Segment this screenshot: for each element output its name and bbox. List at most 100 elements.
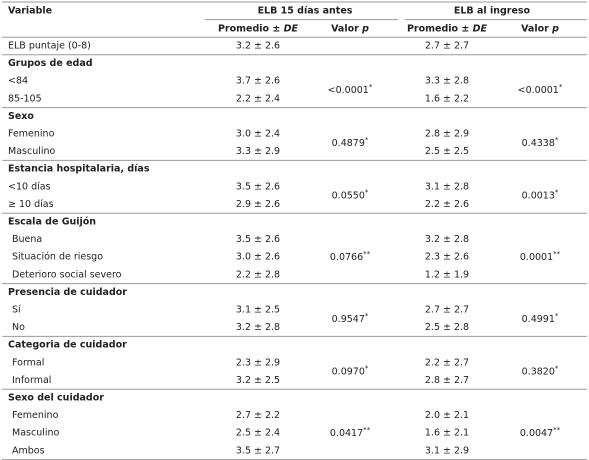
row-label: Femenino — [12, 410, 59, 421]
group-title: Escala de Guijón — [8, 217, 96, 228]
cell: 3.1 ± 2.5 — [236, 305, 280, 316]
group-title: Estancia hospitalaria, días — [8, 164, 150, 175]
p-value-mark: * — [365, 136, 369, 144]
p-value-number: 0.0047 — [520, 428, 553, 439]
column-header-italic: DE — [284, 23, 299, 34]
cell: 2.5 ± 2.4 — [236, 428, 280, 439]
column-header: Valor p — [331, 23, 369, 34]
header-variable: Variable — [8, 5, 52, 16]
p-value-mark: ** — [553, 426, 561, 434]
p-value: 0.4338* — [522, 136, 559, 149]
row-label: <10 días — [8, 181, 51, 192]
column-header-italic: DE — [473, 23, 488, 34]
row-label: Deterioro social severo — [12, 269, 122, 280]
p-value-number: 0.4338 — [522, 137, 555, 148]
p-value: <0.0001* — [518, 83, 563, 96]
cell: 3.2 ± 2.6 — [236, 41, 280, 52]
group-title: Sexo del cuidador — [8, 393, 104, 404]
cell: 2.2 ± 2.7 — [425, 357, 469, 368]
group-title: Sexo — [8, 111, 34, 122]
row-label: ELB puntaje (0-8) — [8, 41, 91, 52]
p-value-number: 0.0417 — [330, 428, 363, 439]
row-label: Formal — [12, 357, 44, 368]
cell: 3.2 ± 2.5 — [236, 375, 280, 386]
p-value-number: <0.0001 — [328, 85, 369, 96]
cell: 2.7 ± 2.7 — [425, 41, 469, 52]
cell: 2.3 ± 2.9 — [236, 357, 280, 368]
column-header-italic: p — [361, 23, 369, 34]
column-header: Promedio ± DE — [218, 23, 299, 34]
p-value-mark: ** — [363, 426, 371, 434]
column-header: Promedio ± DE — [407, 23, 488, 34]
cell: 3.1 ± 2.9 — [425, 445, 469, 456]
row-label: ≥ 10 días — [8, 199, 54, 210]
cell: 2.5 ± 2.8 — [425, 322, 469, 333]
p-value-mark: * — [365, 189, 369, 197]
cell: 2.5 ± 2.5 — [425, 146, 469, 157]
row-label: 85-105 — [8, 93, 42, 104]
p-value-number: 0.0766 — [330, 252, 363, 263]
row-label: No — [12, 322, 25, 333]
cell: 2.2 ± 2.8 — [236, 269, 280, 280]
p-value: 0.0001** — [520, 250, 561, 263]
cell: 3.5 ± 2.7 — [236, 445, 280, 456]
p-value-mark: * — [365, 312, 369, 320]
p-value-number: 0.0970 — [332, 366, 365, 377]
cell: 3.0 ± 2.6 — [236, 252, 280, 263]
group-title: Presencia de cuidador — [8, 287, 127, 298]
row-label: Masculino — [8, 146, 56, 157]
p-value-mark: * — [555, 365, 559, 373]
p-value-number: 0.4991 — [522, 313, 555, 324]
row-label: Situación de riesgo — [12, 252, 103, 263]
row-label: Ambos — [12, 445, 45, 456]
p-value: 0.0970* — [332, 365, 369, 378]
cell: 3.2 ± 2.8 — [425, 234, 469, 245]
p-value: 0.0013* — [522, 189, 559, 202]
cell: 3.0 ± 2.4 — [236, 129, 280, 140]
group-title: Categoria de cuidador — [8, 340, 127, 351]
p-value: 0.0550* — [332, 189, 369, 202]
p-value: 0.4879* — [332, 136, 369, 149]
cell: 3.5 ± 2.6 — [236, 234, 280, 245]
p-value-number: 0.3820 — [522, 366, 555, 377]
row-label: Informal — [12, 375, 51, 386]
column-header-text: Valor — [521, 23, 549, 34]
p-value: 0.0047** — [520, 426, 561, 439]
group-title: Grupos de edad — [8, 58, 93, 69]
cell: 2.2 ± 2.4 — [236, 93, 280, 104]
cell: 3.7 ± 2.6 — [236, 76, 280, 87]
p-value-number: 0.0550 — [332, 190, 365, 201]
column-header-text: Valor — [331, 23, 359, 34]
p-value-mark: ** — [363, 250, 371, 258]
row-label: Masculino — [12, 428, 60, 439]
cell: 2.2 ± 2.6 — [425, 199, 469, 210]
p-value-number: 0.0001 — [520, 252, 553, 263]
p-value-number: 0.0013 — [522, 190, 555, 201]
p-value-mark: * — [555, 189, 559, 197]
cell: 2.7 ± 2.7 — [425, 305, 469, 316]
p-value: <0.0001* — [328, 83, 373, 96]
cell: 1.2 ± 1.9 — [425, 269, 469, 280]
row-label: Sí — [12, 305, 21, 316]
cell: 3.1 ± 2.8 — [425, 181, 469, 192]
cell: 3.3 ± 2.9 — [236, 146, 280, 157]
header-group: ELB 15 días antes — [258, 5, 353, 16]
cell: 2.7 ± 2.2 — [236, 410, 280, 421]
row-label: <84 — [8, 76, 28, 87]
p-value: 0.4991* — [522, 312, 559, 325]
cell: 2.9 ± 2.6 — [236, 199, 280, 210]
p-value: 0.0766** — [330, 250, 371, 263]
column-header: Valor p — [521, 23, 559, 34]
cell: 2.0 ± 2.1 — [425, 410, 469, 421]
p-value-number: <0.0001 — [518, 85, 559, 96]
p-value-mark: * — [559, 83, 563, 91]
p-value-number: 0.9547 — [332, 313, 365, 324]
column-header-text: Promedio ± — [218, 23, 280, 34]
row-label: Femenino — [8, 129, 55, 140]
cell: 3.5 ± 2.6 — [236, 181, 280, 192]
p-value-mark: * — [555, 312, 559, 320]
column-header-text: Promedio ± — [407, 23, 469, 34]
cell: 3.2 ± 2.8 — [236, 322, 280, 333]
